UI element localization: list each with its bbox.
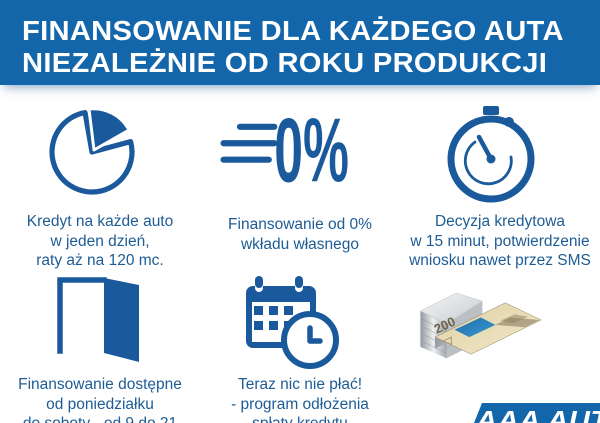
svg-text:0%: 0% bbox=[274, 99, 349, 201]
